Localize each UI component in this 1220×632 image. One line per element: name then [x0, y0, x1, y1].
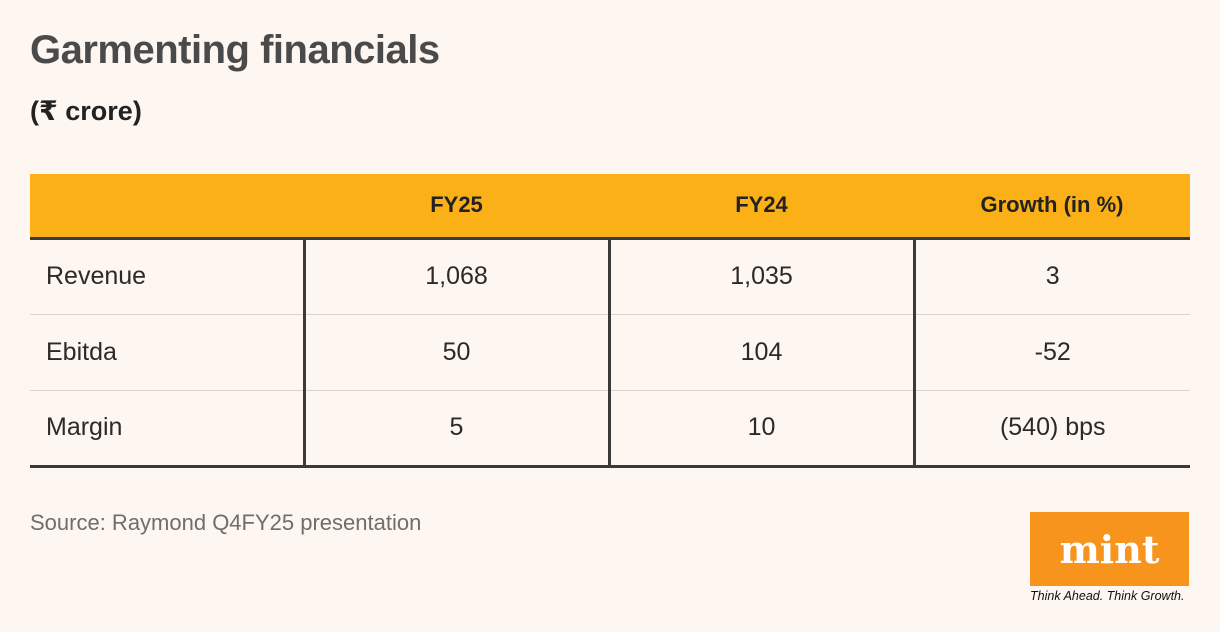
table-row: Margin 5 10 (540) bps — [30, 390, 1190, 468]
cell-fy24: 10 — [607, 390, 914, 468]
source-note: Source: Raymond Q4FY25 presentation — [30, 510, 422, 535]
chart-title: Garmenting financials — [30, 28, 440, 72]
table-header-row: FY25 FY24 Growth (in %) — [30, 174, 1190, 240]
table-row: Revenue 1,068 1,035 3 — [30, 238, 1190, 315]
cell-fy25: 50 — [302, 314, 609, 391]
cell-fy25: 5 — [302, 390, 609, 468]
header-cell-fy24: FY24 — [609, 174, 914, 240]
header-cell-growth: Growth (in %) — [914, 174, 1190, 240]
financials-table: FY25 FY24 Growth (in %) Revenue 1,068 1,… — [30, 174, 1190, 468]
row-label: Margin — [30, 390, 304, 468]
cell-growth: -52 — [912, 314, 1190, 391]
header-cell-blank — [30, 174, 304, 240]
row-label: Revenue — [30, 238, 304, 315]
chart-subtitle: (₹ crore) — [30, 96, 142, 126]
mint-logo: mint — [1030, 512, 1189, 586]
logo-tagline: Think Ahead. Think Growth. — [1030, 589, 1185, 603]
cell-growth: (540) bps — [912, 390, 1190, 468]
cell-fy25: 1,068 — [302, 238, 609, 315]
cell-fy24: 104 — [607, 314, 914, 391]
cell-growth: 3 — [912, 238, 1190, 315]
table-row: Ebitda 50 104 -52 — [30, 314, 1190, 391]
row-label: Ebitda — [30, 314, 304, 391]
header-cell-fy25: FY25 — [304, 174, 609, 240]
cell-fy24: 1,035 — [607, 238, 914, 315]
